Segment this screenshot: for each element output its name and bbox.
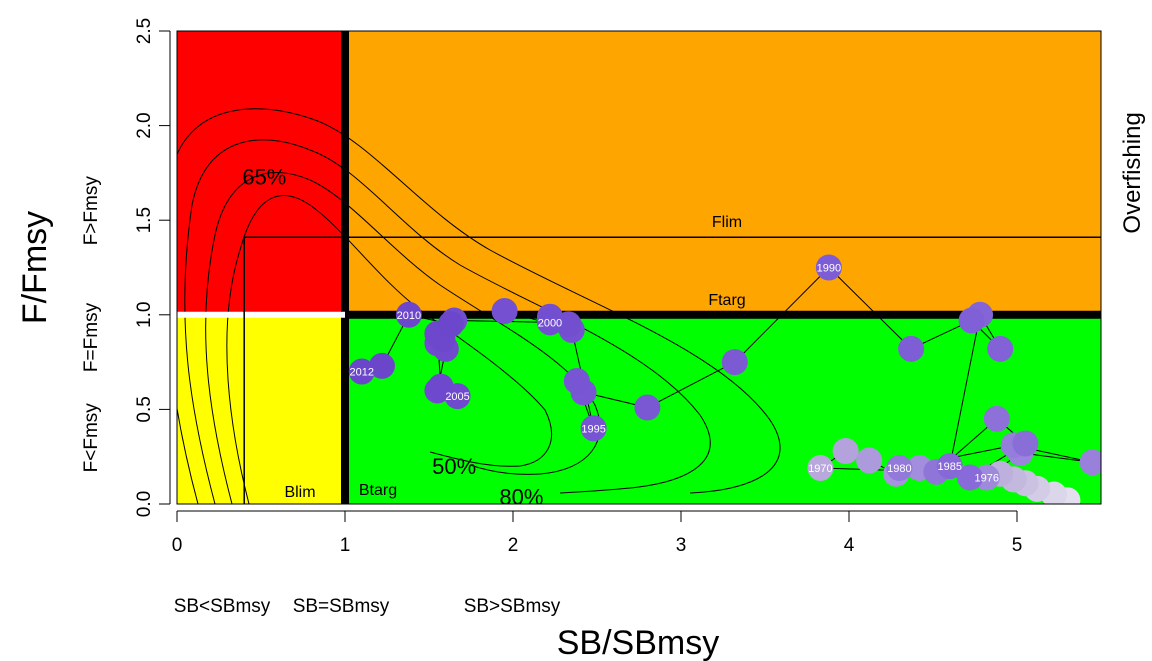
blim-label: Blim [284, 484, 315, 501]
trajectory-point [634, 394, 661, 421]
year-label: 1995 [581, 423, 605, 435]
trajectory-point [348, 358, 375, 385]
trajectory-point [563, 368, 590, 395]
trajectory-segment [647, 361, 735, 408]
y-tick-label: 1.5 [134, 207, 155, 233]
zone-overfished-overfishing [177, 31, 345, 315]
right-side-label: Overfishing [1119, 112, 1146, 233]
density-contours: 65% 50% 80% [177, 108, 781, 509]
trajectory-point [721, 349, 748, 376]
trajectory-point [898, 335, 925, 362]
y-axis-title: F/Fmsy [16, 211, 54, 324]
trajectory-point [987, 335, 1014, 362]
trajectory-point [536, 309, 563, 336]
year-label: 1970 [808, 463, 832, 475]
x-tick-label: 0 [172, 535, 183, 556]
trajectory-point [1012, 430, 1039, 457]
trajectory-point [815, 254, 842, 281]
x-axis-title: SB/SBmsy [557, 624, 719, 661]
trajectory-point [395, 301, 422, 328]
x-side-label: SB>SBmsy [464, 596, 561, 617]
trajectory-point [1079, 449, 1101, 476]
flim-label: Flim [712, 214, 742, 231]
trajectory-point [956, 464, 983, 491]
year-label: 2010 [397, 310, 421, 322]
year-label: 1980 [887, 463, 911, 475]
year-label: 1985 [938, 461, 962, 473]
stock-trajectory: 1970 1976 1980 1985 1990 1995 2000 2005 2010 2012 [348, 254, 1101, 504]
year-label: 2005 [445, 391, 469, 403]
x-tick-label: 5 [1012, 535, 1023, 556]
y-tick-label: 1.0 [134, 302, 155, 328]
trajectory-point [368, 352, 395, 379]
year-label: 1976 [975, 473, 999, 485]
contour-label: 50% [432, 454, 476, 479]
trajectory-point [886, 455, 913, 482]
zone-not-overfished-overfishing [345, 31, 1101, 315]
trajectory-point [958, 307, 985, 334]
trajectory-point [580, 415, 607, 442]
trajectory-segment [828, 267, 912, 350]
zone-overfished-no-overfishing [177, 314, 345, 504]
contour-50 [205, 172, 601, 504]
trajectory-point [856, 447, 883, 474]
axes: 0 1 2 3 4 5 0.0 0.5 1.0 1.5 2.0 2.5 F<Fmsy F=Fmsy F>Fm… [16, 18, 1146, 661]
x-side-label: SB=SBmsy [293, 596, 390, 617]
plot-frame [176, 30, 1102, 505]
y-tick-label: 2.0 [134, 112, 155, 138]
ftarg-label: Ftarg [708, 292, 745, 309]
trajectory-point [807, 455, 834, 482]
contour-outer [177, 108, 781, 504]
trajectory-point [983, 405, 1010, 432]
x-side-label: SB<SBmsy [174, 596, 271, 617]
contour-65 [226, 195, 553, 504]
year-label: 1990 [817, 263, 841, 275]
trajectory-segment [734, 267, 830, 363]
x-tick-label: 3 [676, 535, 687, 556]
btarg-label: Btarg [359, 482, 397, 499]
reference-lines: Flim Ftarg Blim Btarg [177, 31, 1101, 504]
contour-80 [184, 139, 711, 504]
contour-label: 80% [499, 484, 543, 509]
x-tick-label: 1 [340, 535, 351, 556]
year-label: 2000 [538, 317, 562, 329]
y-side-label: F=Fmsy [81, 302, 102, 372]
trajectory-point [437, 311, 464, 338]
x-tick-label: 4 [844, 535, 855, 556]
trajectory-point [427, 373, 454, 400]
trajectory-segment [949, 314, 981, 467]
trajectory-point [832, 438, 859, 465]
trajectory-point [936, 453, 963, 480]
year-label: 2012 [350, 367, 374, 379]
x-tick-label: 2 [508, 535, 519, 556]
trajectory-point [491, 298, 518, 325]
y-tick-label: 0.5 [134, 396, 155, 422]
y-side-label: F<Fmsy [81, 403, 102, 473]
contour-label: 65% [242, 165, 286, 190]
y-tick-label: 2.5 [134, 18, 155, 44]
y-side-label: F>Fmsy [81, 176, 102, 246]
y-tick-label: 0.0 [134, 491, 155, 517]
status-zones [177, 31, 1101, 504]
